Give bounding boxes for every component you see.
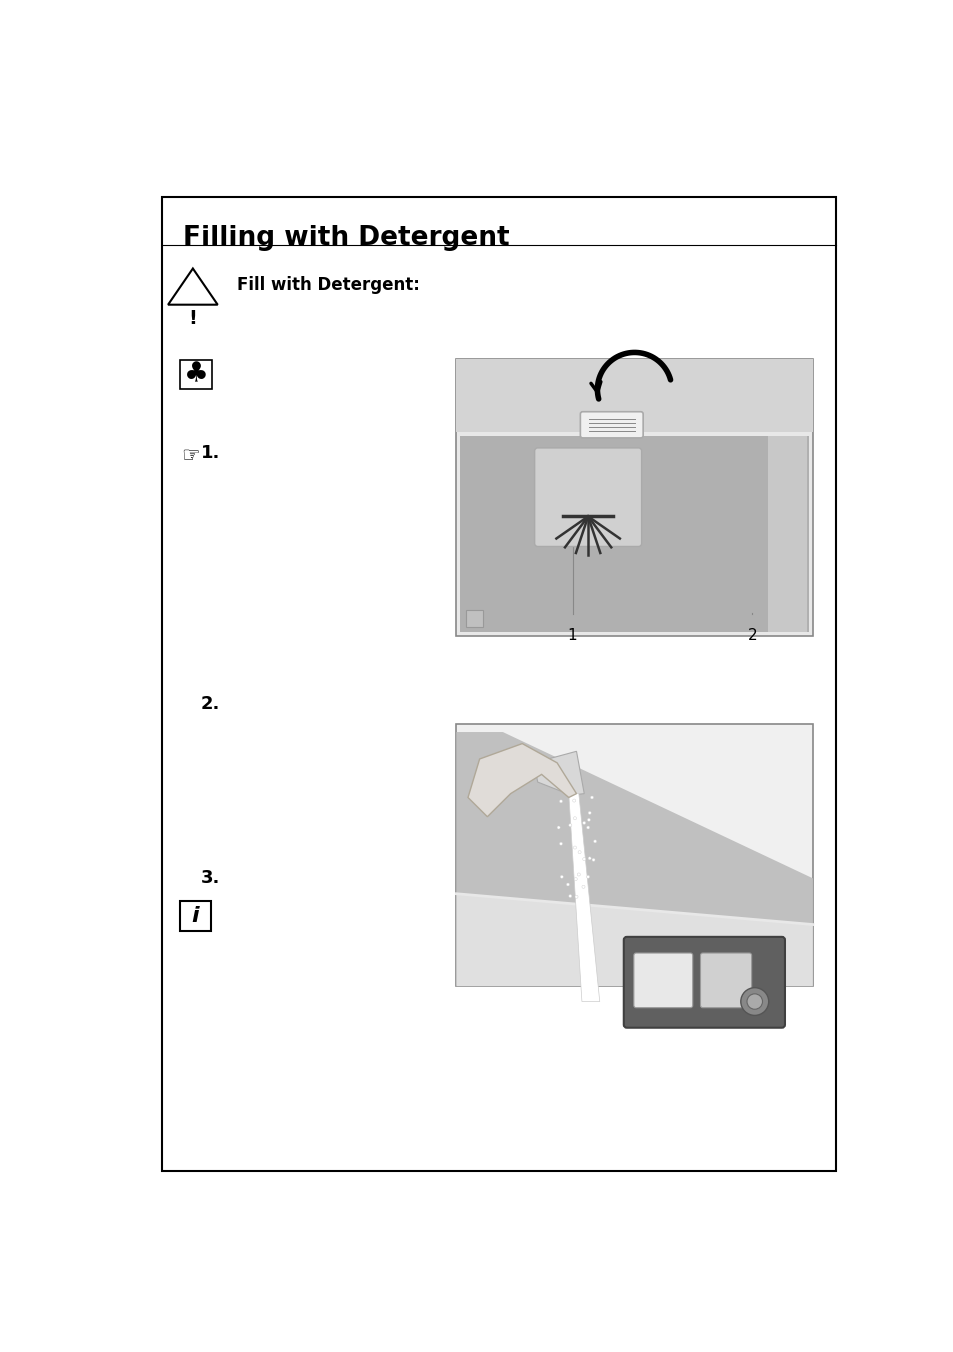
Text: 1.: 1.: [201, 443, 220, 462]
Bar: [179, 360, 212, 389]
Circle shape: [559, 875, 562, 879]
Circle shape: [592, 859, 595, 861]
Polygon shape: [534, 752, 583, 795]
Circle shape: [577, 873, 579, 876]
Bar: [179, 902, 211, 930]
Bar: [767, 435, 806, 631]
Bar: [459, 435, 808, 631]
Text: ♣: ♣: [183, 361, 208, 389]
FancyBboxPatch shape: [579, 412, 642, 438]
Text: Filling with Detergent: Filling with Detergent: [183, 226, 509, 251]
Circle shape: [587, 811, 591, 814]
Circle shape: [586, 875, 589, 879]
Polygon shape: [456, 731, 812, 925]
Circle shape: [590, 796, 593, 799]
FancyBboxPatch shape: [534, 448, 641, 546]
Text: 1: 1: [567, 629, 577, 644]
Polygon shape: [568, 794, 599, 1002]
Polygon shape: [456, 894, 812, 986]
Circle shape: [593, 840, 596, 842]
Bar: [456, 358, 812, 431]
Circle shape: [558, 842, 562, 845]
Circle shape: [572, 799, 575, 802]
Circle shape: [566, 883, 569, 886]
Circle shape: [587, 857, 591, 860]
Circle shape: [568, 895, 571, 898]
Circle shape: [746, 994, 761, 1009]
Text: 2: 2: [747, 629, 757, 644]
Circle shape: [573, 846, 576, 849]
Text: i: i: [192, 906, 199, 926]
Text: ☞: ☞: [181, 446, 200, 465]
Circle shape: [581, 886, 584, 888]
Bar: [456, 358, 812, 635]
Circle shape: [578, 850, 580, 853]
Circle shape: [582, 857, 585, 861]
Circle shape: [568, 823, 571, 827]
Text: !: !: [189, 310, 197, 329]
Text: 3.: 3.: [200, 869, 220, 887]
Circle shape: [582, 822, 585, 825]
Circle shape: [557, 826, 559, 829]
FancyBboxPatch shape: [700, 953, 751, 1007]
Circle shape: [558, 800, 562, 803]
Circle shape: [587, 818, 590, 822]
Circle shape: [740, 988, 768, 1015]
Circle shape: [575, 895, 578, 898]
Circle shape: [586, 826, 589, 829]
Text: 2.: 2.: [200, 695, 220, 713]
Text: Fill with Detergent:: Fill with Detergent:: [236, 276, 419, 295]
Polygon shape: [468, 744, 576, 817]
Circle shape: [574, 877, 577, 880]
Bar: [456, 725, 812, 986]
Circle shape: [573, 817, 576, 819]
FancyBboxPatch shape: [633, 953, 692, 1007]
Bar: [465, 610, 482, 626]
FancyBboxPatch shape: [623, 937, 784, 1028]
